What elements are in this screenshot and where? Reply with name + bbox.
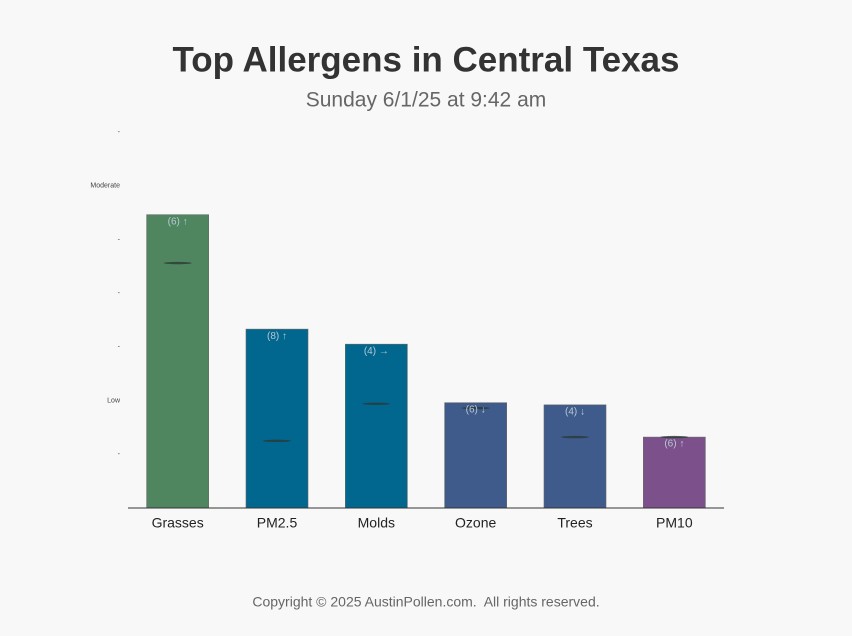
bar-label: (6) ↓ <box>466 404 486 415</box>
marker <box>163 261 192 265</box>
marker <box>561 435 589 439</box>
bar-label: (4) → <box>364 346 389 357</box>
bar <box>643 436 706 509</box>
chart-subtitle: Sunday 6/1/25 at 9:42 am <box>306 89 547 112</box>
bar-label: (8) ↑ <box>267 331 287 342</box>
marker <box>362 402 391 405</box>
x-tick-label: Grasses <box>152 515 204 531</box>
x-tick-label: Trees <box>557 515 592 531</box>
marker <box>660 435 689 439</box>
y-tick-label: - <box>118 344 121 351</box>
y-tick-label: - <box>118 290 121 297</box>
x-tick-label: Ozone <box>455 515 496 531</box>
footer: Copyright © 2025 AustinPollen.com. All r… <box>252 594 599 610</box>
x-tick-label: Molds <box>358 515 395 531</box>
y-tick-label: - <box>118 236 121 243</box>
y-tick-label: - <box>118 129 121 136</box>
x-tick-label: PM10 <box>656 515 693 531</box>
bar <box>543 404 607 509</box>
bar-label: (4) ↓ <box>565 407 585 418</box>
marker <box>263 439 291 443</box>
bar <box>146 214 209 509</box>
chart-title: Top Allergens in Central Texas <box>173 40 680 79</box>
marker <box>461 406 490 410</box>
y-tick-label: - <box>118 451 121 458</box>
x-tick-label: PM2.5 <box>257 515 298 531</box>
bar <box>245 328 309 509</box>
bar <box>444 402 507 509</box>
bar-label: (6) ↑ <box>664 439 684 450</box>
bar <box>345 343 408 509</box>
y-tick-label: Low <box>107 397 121 404</box>
bar-label: (6) ↑ <box>168 216 188 227</box>
y-tick-label: Moderate <box>90 183 120 190</box>
